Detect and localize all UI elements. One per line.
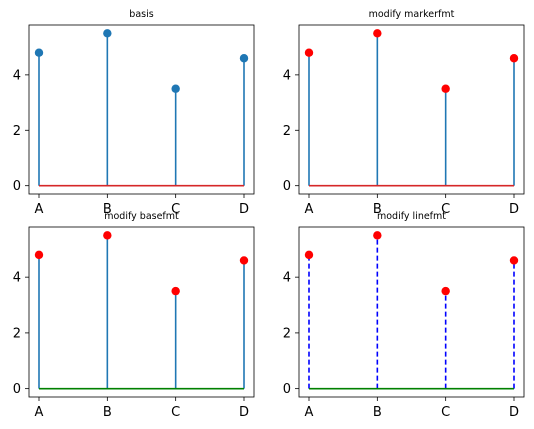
- stem-marker: [34, 48, 44, 57]
- subplot-title: modify linefmt: [377, 211, 446, 222]
- x-tick-label: B: [373, 405, 382, 420]
- stem-marker: [171, 286, 180, 296]
- stem-marker: [239, 256, 249, 265]
- stem-marker: [441, 286, 450, 296]
- y-tick-label: 2: [283, 326, 291, 341]
- x-tick-label: D: [509, 202, 519, 217]
- stem-subplot-2: modify markerfmt 0 2 4 A B C D: [283, 9, 525, 217]
- stem-marker: [103, 29, 112, 38]
- axes-frame: [28, 24, 255, 195]
- y-tick-label: 0: [13, 382, 21, 397]
- x-tick-label: C: [171, 202, 180, 217]
- x-tick-label: B: [373, 202, 382, 217]
- stem-marker: [509, 54, 519, 63]
- x-tick-label: A: [305, 202, 314, 217]
- stem-marker: [103, 231, 112, 240]
- y-tick-label: 4: [13, 68, 21, 83]
- axes-frame: [28, 226, 255, 398]
- x-tick-label: D: [509, 405, 519, 420]
- x-tick-label: C: [441, 202, 450, 217]
- x-tick-label: D: [239, 405, 249, 420]
- stem-marker: [441, 84, 450, 93]
- stem-marker: [509, 256, 519, 265]
- stem-marker: [34, 250, 44, 260]
- stem-marker: [373, 29, 382, 38]
- stem-subplot-3: modify basefmt 0 2 4 A B C D: [13, 211, 255, 420]
- y-tick-label: 0: [283, 179, 291, 194]
- y-tick-label: 2: [13, 124, 21, 139]
- x-tick-label: C: [171, 405, 180, 420]
- stem-marker: [304, 250, 314, 260]
- x-tick-label: D: [239, 202, 249, 217]
- y-tick-label: 0: [13, 179, 21, 194]
- x-tick-label: C: [441, 405, 450, 420]
- y-tick-label: 4: [283, 271, 291, 286]
- stem-marker: [373, 231, 382, 240]
- stem-marker: [304, 48, 314, 57]
- y-tick-label: 0: [283, 382, 291, 397]
- y-tick-label: 4: [13, 271, 21, 286]
- axes-frame: [298, 24, 525, 195]
- x-tick-label: A: [35, 405, 44, 420]
- x-tick-label: A: [35, 202, 44, 217]
- y-tick-label: 2: [13, 326, 21, 341]
- subplot-title: basis: [129, 9, 153, 20]
- y-tick-label: 4: [283, 68, 291, 83]
- subplot-title: modify basefmt: [104, 211, 179, 222]
- x-tick-label: A: [305, 405, 314, 420]
- stem-subplot-4: modify linefmt 0 2 4 A B C D: [283, 211, 525, 420]
- stem-marker: [171, 84, 180, 93]
- axes-frame: [298, 226, 525, 398]
- stem-marker: [239, 54, 249, 63]
- x-tick-label: B: [103, 202, 112, 217]
- subplot-title: modify markerfmt: [369, 9, 455, 20]
- stem-subplot-1: basis 0 2 4 A B C D: [13, 9, 255, 217]
- x-tick-label: B: [103, 405, 112, 420]
- y-tick-label: 2: [283, 124, 291, 139]
